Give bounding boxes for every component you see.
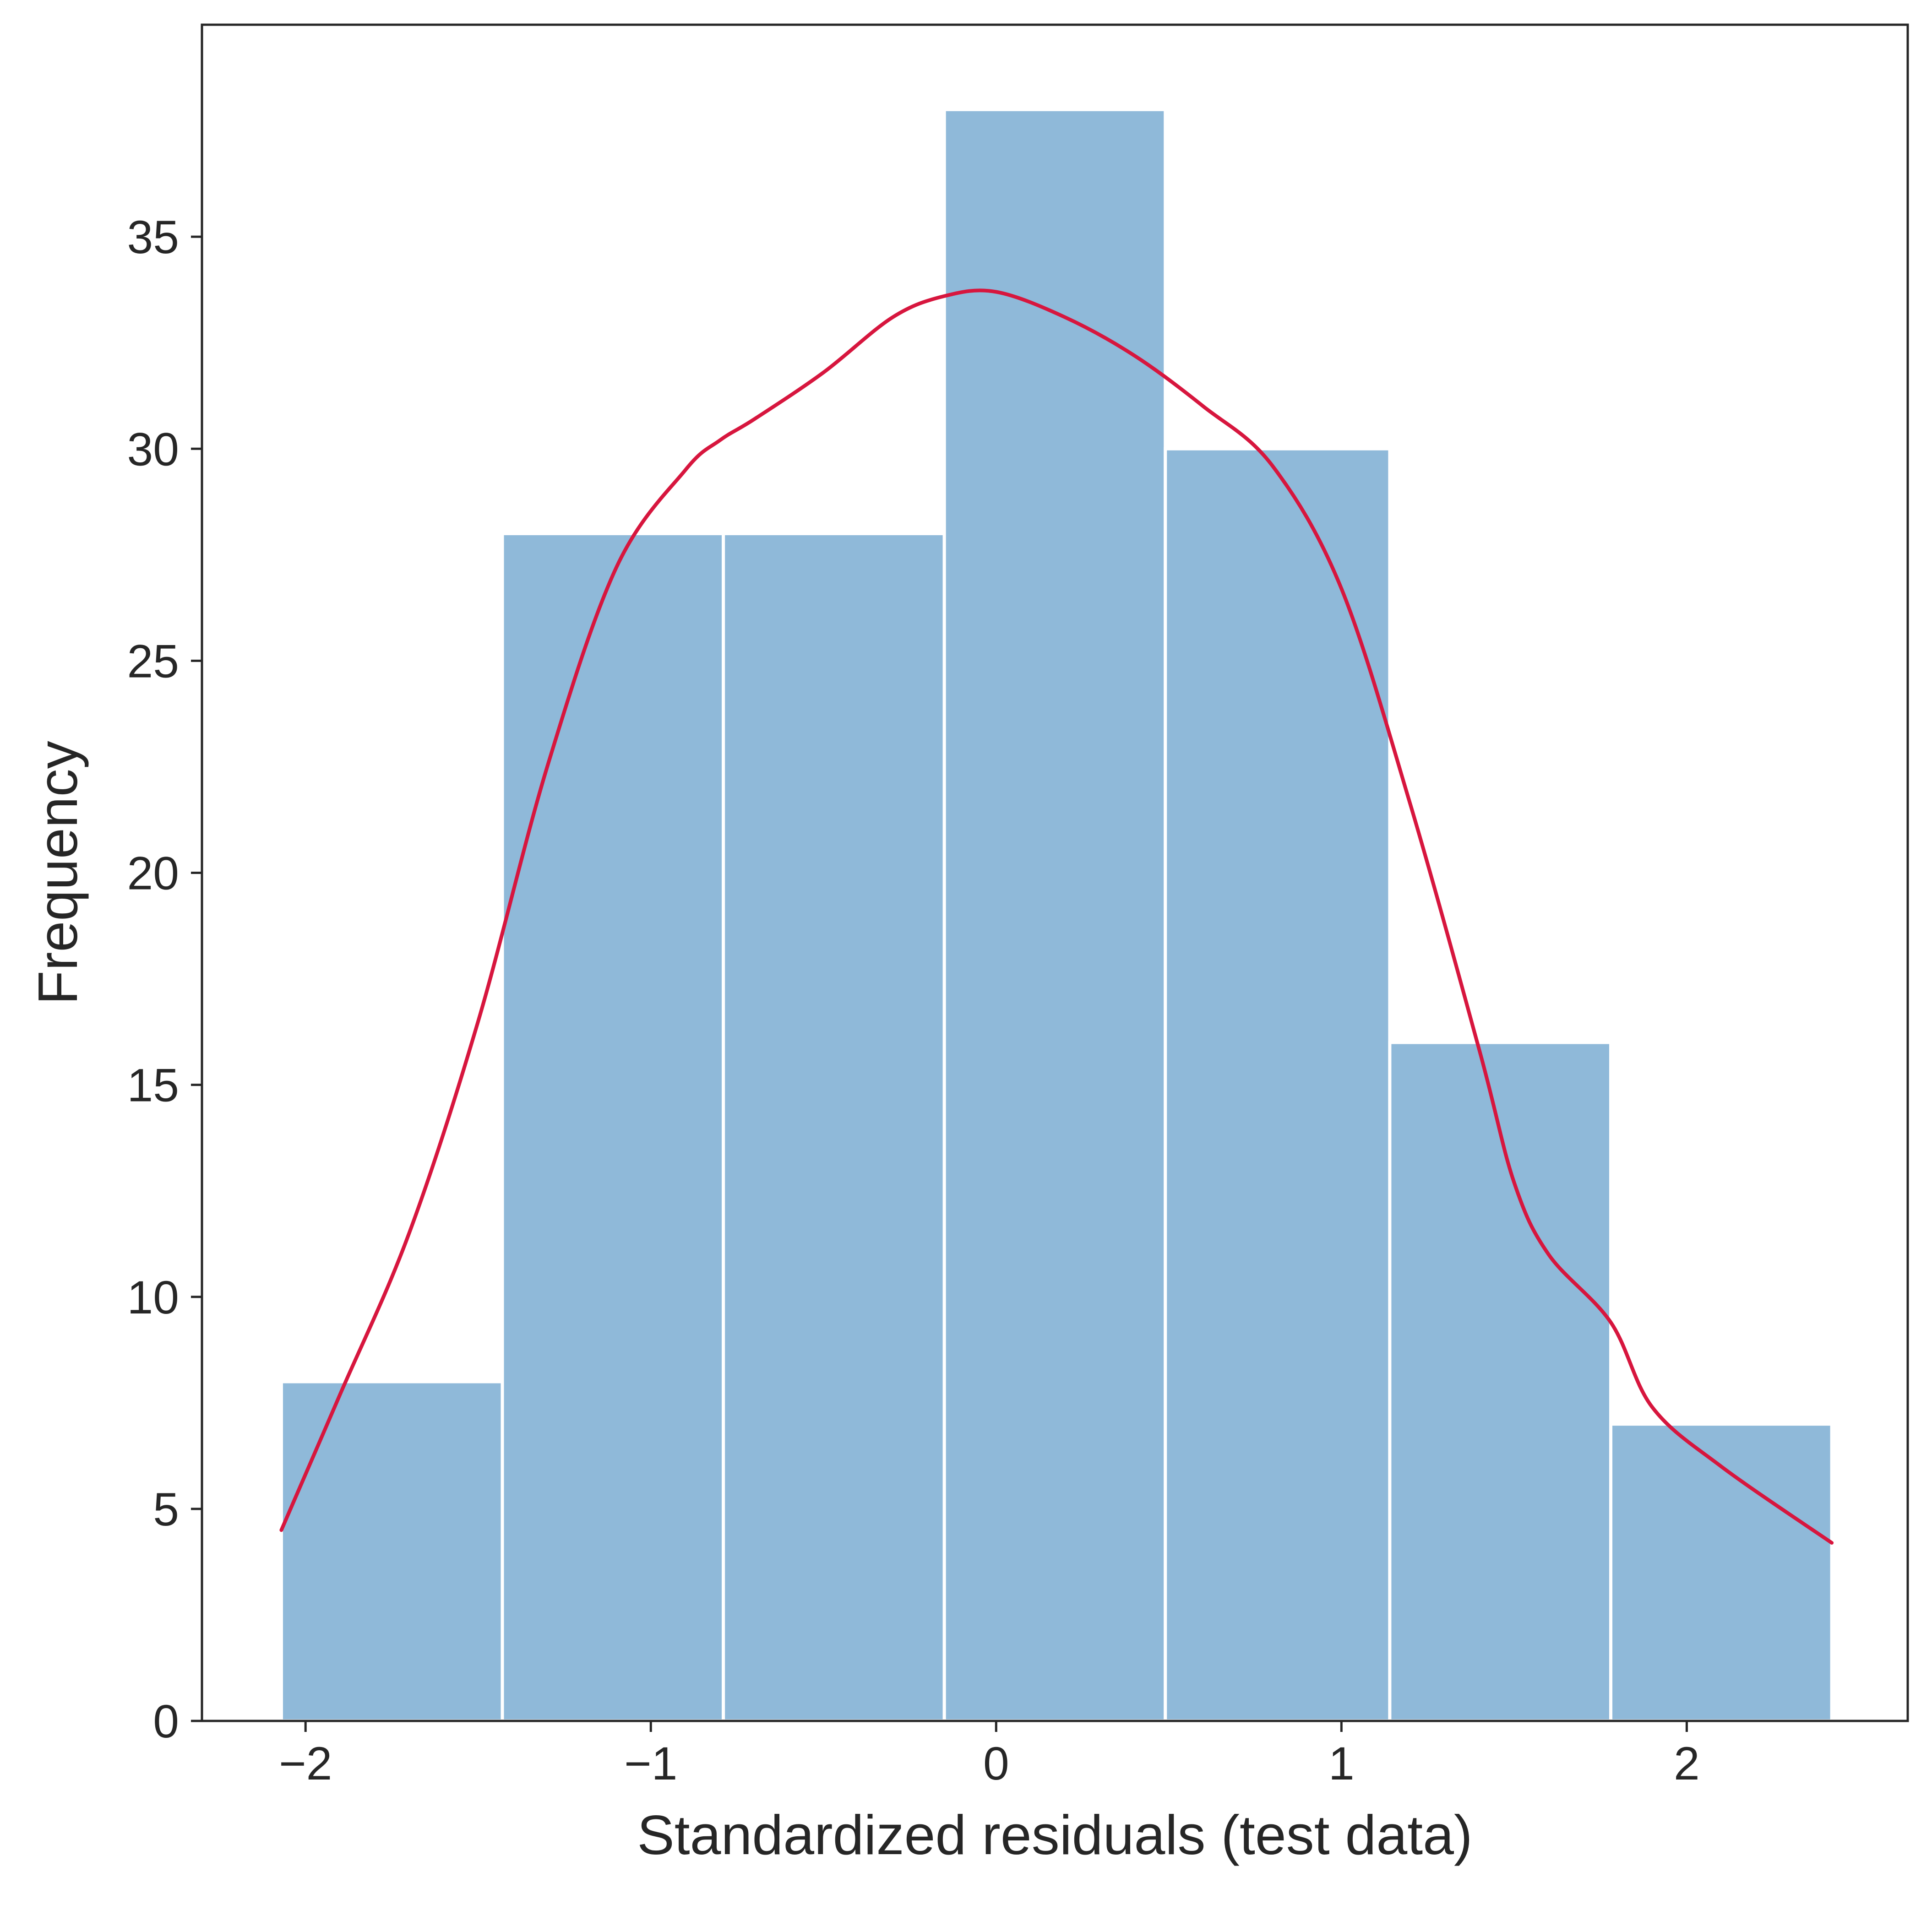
y-tick-label: 0 <box>153 1695 179 1747</box>
y-tick-label: 30 <box>127 423 179 475</box>
y-axis-ticks: 0 5 10 15 20 25 30 35 <box>127 211 202 1747</box>
histogram-bar-2 <box>501 532 725 1723</box>
x-tick-label: 0 <box>983 1737 1009 1790</box>
y-tick-label: 35 <box>127 211 179 263</box>
histogram-bar-5 <box>1164 447 1392 1723</box>
y-tick-label: 10 <box>127 1271 179 1324</box>
x-tick-label: 1 <box>1328 1737 1355 1790</box>
y-tick-label: 15 <box>127 1059 179 1112</box>
histogram-bars <box>279 108 1834 1723</box>
x-tick-label: −1 <box>624 1737 677 1790</box>
histogram-bar-7 <box>1609 1422 1834 1723</box>
x-tick-label: 2 <box>1674 1737 1700 1790</box>
density-curve <box>279 288 1834 1545</box>
histogram-bar-1 <box>279 1380 504 1723</box>
y-tick-label: 25 <box>127 635 179 687</box>
x-tick-label: −2 <box>279 1737 332 1790</box>
y-axis-title: Frequency <box>27 741 89 1004</box>
histogram-bar-4 <box>942 108 1167 1723</box>
x-axis-ticks: −2 −1 0 1 2 <box>279 1721 1700 1790</box>
histogram-bar-6 <box>1388 1041 1613 1723</box>
x-axis-title: Standardized residuals (test data) <box>637 1804 1472 1866</box>
y-tick-label: 20 <box>127 847 179 900</box>
y-tick-label: 5 <box>153 1483 179 1536</box>
histogram-bar-3 <box>722 532 946 1723</box>
